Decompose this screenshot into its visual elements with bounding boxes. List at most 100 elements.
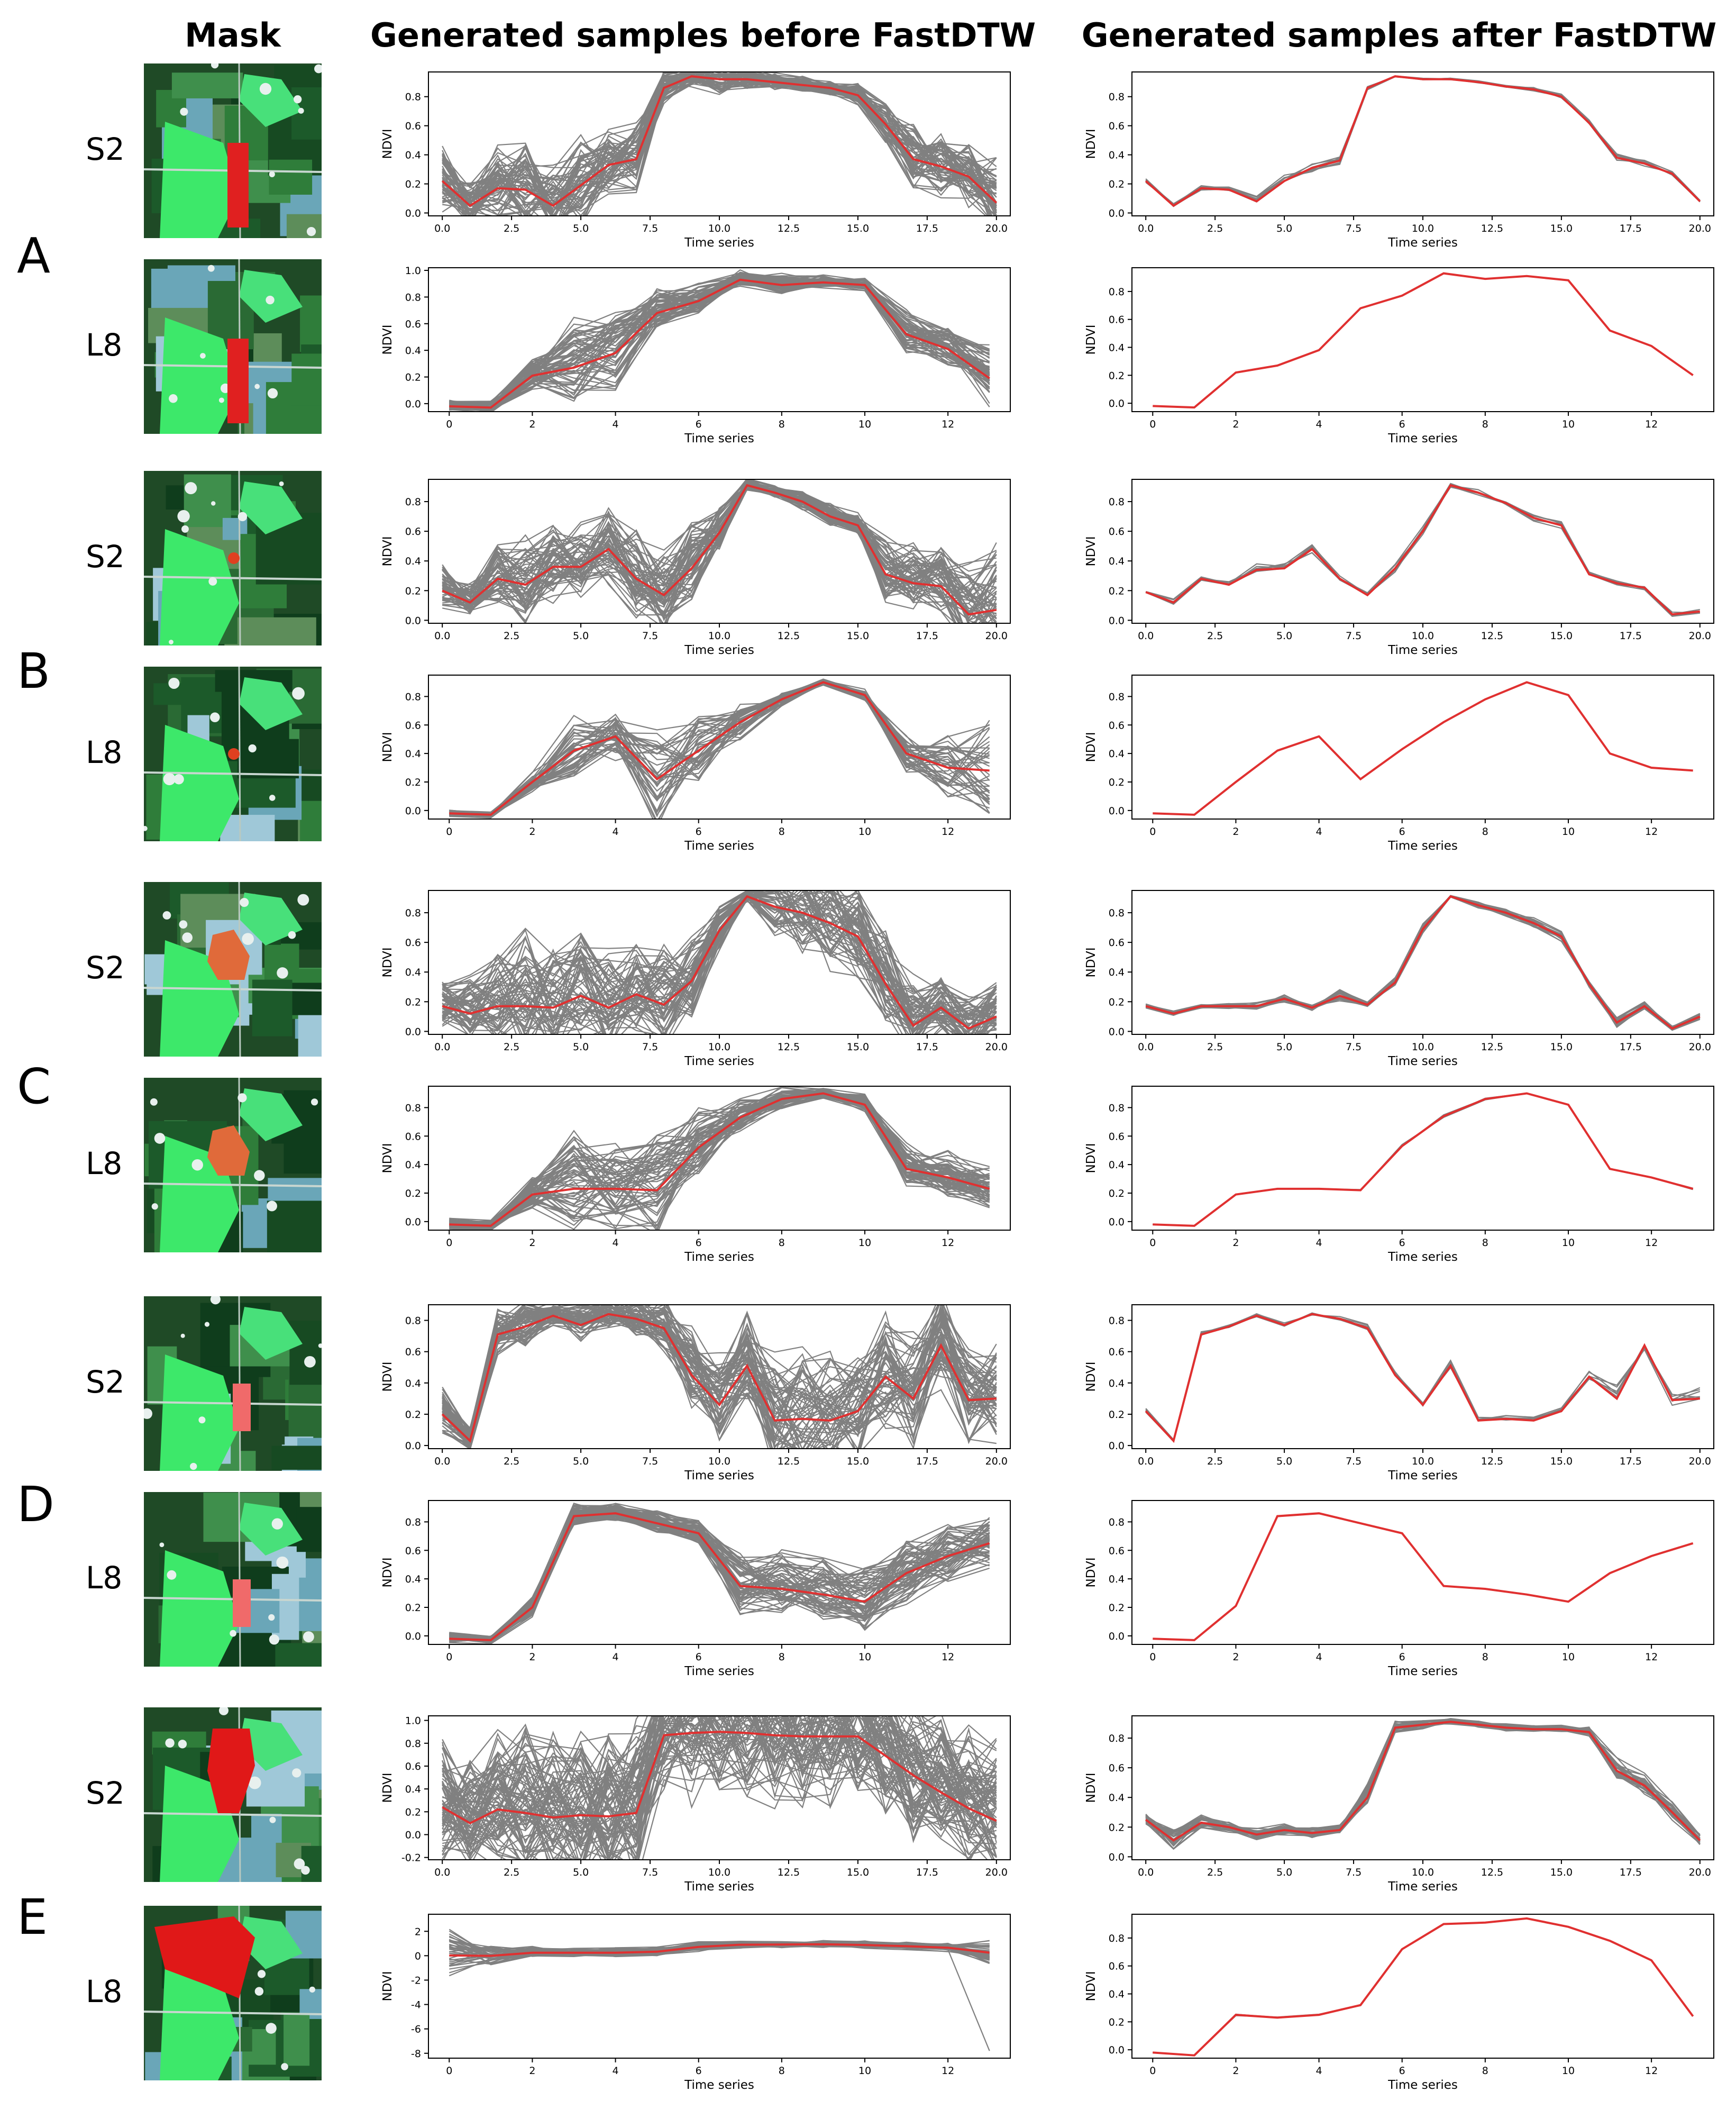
x-tick-label: 0.0 [434,1456,450,1467]
y-tick-label: 0.8 [405,1738,421,1750]
x-tick-label: 2.5 [504,1867,519,1878]
generated-sample-line [442,897,997,1034]
generated-sample-line [442,1312,997,1449]
x-tick-label: 17.5 [916,1456,938,1467]
reference-series-line [1153,272,1694,409]
y-tick-label: 0.4 [405,1378,421,1389]
x-tick-label: 8 [1482,826,1488,838]
generated-sample-line [442,890,997,1034]
generated-sample-line [1145,1313,1701,1443]
y-tick-label: 0.8 [405,691,421,703]
x-tick-label: 17.5 [916,630,938,642]
x-tick-label: 15.0 [847,1867,869,1878]
x-tick-label: 5.0 [573,630,589,642]
ndvi-chart-A-S2-before: 0.0 2.5 5.0 7.5 10.0 12.5 15.0 17.5 20.0 0.0 0.2 0.… [381,71,1011,248]
y-tick-label: 0.6 [405,937,421,949]
x-axis-label: Time series [684,643,754,655]
generated-sample-line [1145,1718,1701,1840]
x-tick-label: 17.5 [916,1867,938,1878]
x-tick-label: 4 [613,419,619,430]
group-letter: C [17,1058,51,1115]
generated-sample-line [442,1716,994,1860]
x-axis-label: Time series [684,236,754,248]
y-tick-label: 0.6 [1109,314,1125,326]
x-tick-label: 5.0 [573,1456,589,1467]
x-axis-label: Time series [1387,2078,1458,2090]
x-tick-label: 8 [779,1237,785,1249]
x-tick-label: 0 [446,1237,452,1249]
y-tick-label: -6 [411,2024,421,2035]
ndvi-chart-D-S2-before: 0.0 2.5 5.0 7.5 10.0 12.5 15.0 17.5 20.0 0.0 0.2 0.… [381,1304,1011,1480]
generated-sample-line [442,1716,997,1860]
y-tick-label: 0.4 [1109,1792,1125,1804]
generated-sample-line [442,1305,997,1434]
y-tick-label: 0.6 [1109,1347,1125,1358]
x-tick-label: 12.5 [1481,223,1503,234]
y-tick-label: 0.2 [1109,2016,1125,2028]
x-tick-label: 6 [1399,419,1405,430]
generated-sample-line [1145,1314,1701,1442]
x-tick-label: 5.0 [573,1867,589,1878]
y-tick-label: 0.6 [1109,937,1125,949]
group-letter: D [17,1476,54,1533]
generated-sample-line [1145,1717,1701,1843]
y-axis-label: NDVI [381,324,395,354]
ndvi-chart-E-L8-after: 0 2 4 6 8 10 12 0.0 0.2 0.4 0.6 0.8 Time series NDVI [1084,1914,1714,2090]
x-tick-label: 20.0 [1689,630,1711,642]
x-tick-label: 6 [696,419,702,430]
y-tick-label: 0.0 [405,1830,421,1841]
y-tick-label: 0.8 [405,1315,421,1327]
y-tick-label: 0.4 [405,1159,421,1171]
x-tick-label: 4 [613,826,619,838]
generated-sample-line [1145,1720,1701,1840]
y-tick-label: 0.6 [405,720,421,731]
generated-sample-line [1145,484,1700,615]
y-tick-label: 0.6 [1109,720,1125,731]
y-axis-label: NDVI [1084,536,1098,566]
reference-series-line [1145,484,1701,616]
y-tick-label: 0.2 [1109,1188,1125,1199]
x-tick-label: 2 [1232,1237,1239,1249]
ndvi-chart-A-S2-after: 0.0 2.5 5.0 7.5 10.0 12.5 15.0 17.5 20.0 0.0 0.2 0.… [1084,71,1714,248]
reference-series-line [1153,1512,1694,1641]
mask-thumbnail [144,259,322,434]
x-axis-label: Time series [1387,839,1458,851]
generated-sample-line [442,72,997,212]
x-tick-label: 12 [1645,826,1658,838]
generated-sample-line [1145,896,1701,1031]
sensor-label: L8 [86,1145,123,1181]
generated-sample-line [1153,1093,1693,1227]
x-axis-label: Time series [1387,1054,1458,1066]
y-tick-label: 0.8 [1109,1102,1125,1114]
y-tick-label: 0.2 [405,585,421,597]
y-tick-label: 0.0 [405,1440,421,1452]
mask-thumbnail [144,1296,322,1471]
generated-sample-line [442,1716,997,1851]
sensor-label: L8 [86,734,123,770]
x-tick-label: 0 [1149,2065,1156,2077]
x-axis-label: Time series [684,2078,754,2090]
generated-sample-line [442,890,997,1032]
x-tick-label: 10 [1562,1237,1575,1249]
x-tick-label: 5.0 [1276,223,1292,234]
x-tick-label: 0 [446,826,452,838]
x-tick-label: 4 [1316,826,1322,838]
generated-sample-line [442,1716,997,1860]
y-tick-label: 0.2 [405,1806,421,1818]
x-tick-label: 12.5 [778,630,800,642]
y-axis-label: NDVI [1084,1971,1098,2001]
generated-sample-line [1145,896,1701,1030]
x-tick-label: 2.5 [1207,223,1223,234]
generated-sample-line [442,894,997,1034]
y-axis-label: NDVI [381,1143,395,1173]
header-before: Generated samples before FastDTW [370,16,1036,54]
generated-sample-line [1145,1719,1701,1842]
x-tick-label: 6 [696,1237,702,1249]
generated-sample-line [442,72,996,216]
x-tick-label: 0 [446,419,452,430]
generated-sample-line [1153,1917,1694,2056]
axes-frame [1131,267,1714,412]
x-tick-label: 20.0 [985,630,1008,642]
reference-series-line [1145,1721,1701,1842]
y-tick-label: 0.0 [405,398,421,410]
